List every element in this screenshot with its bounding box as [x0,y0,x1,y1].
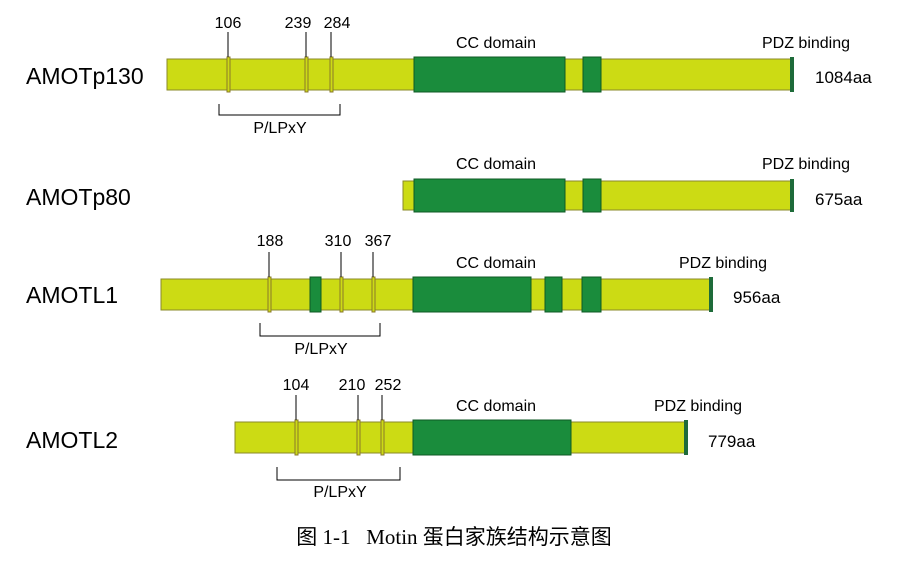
motif-site [267,276,272,313]
protein-name: AMOTp130 [26,63,144,89]
site-label: 104 [283,377,310,394]
pdz-binding-label: PDZ binding [654,398,742,415]
site-label: 106 [215,15,242,32]
protein-amotl2: AMOTL2 104 210 252 CC domain PDZ binding… [26,377,756,501]
site-label: 252 [375,377,402,394]
pdz-binding-end [790,57,794,92]
length-label: 779aa [708,432,756,451]
site-label: 284 [324,15,351,32]
length-label: 675aa [815,190,863,209]
protein-amotp130: AMOTp130 106 239 284 CC domain PDZ bindi… [26,15,872,137]
motif-site [356,419,361,456]
motif-bracket [218,104,341,116]
motif-site [380,419,385,456]
cc-domain-block [412,419,572,456]
protein-amotl1: AMOTL1 188 310 367 CC domain PDZ binding… [26,233,781,358]
motif-site [371,276,376,313]
protein-amotp80: AMOTp80 CC domain PDZ binding 675aa [26,156,863,213]
domain-block [581,276,602,313]
length-label: 956aa [733,288,781,307]
site-label: 188 [257,233,284,250]
domain-block [582,178,602,213]
motif-site [226,56,231,93]
cc-domain-label: CC domain [456,398,536,415]
motif-site [294,419,299,456]
motif-label: P/LPxY [253,120,307,137]
site-label: 310 [325,233,352,250]
pdz-binding-label: PDZ binding [762,156,850,173]
protein-name: AMOTp80 [26,184,131,210]
motif-label: P/LPxY [313,484,367,501]
figure-caption: 图 1-1 Motin 蛋白家族结构示意图 [296,525,612,549]
cc-domain-label: CC domain [456,35,536,52]
site-label: 239 [285,15,312,32]
site-label: 210 [339,377,366,394]
domain-block [309,276,322,313]
pdz-binding-end [790,179,794,212]
site-label: 367 [365,233,392,250]
protein-name: AMOTL2 [26,427,118,453]
protein-name: AMOTL1 [26,282,118,308]
cc-domain-block [412,276,532,313]
pdz-binding-end [709,277,713,312]
motif-site [329,56,334,93]
pdz-binding-end [684,420,688,455]
motif-label: P/LPxY [294,341,348,358]
pdz-binding-label: PDZ binding [762,35,850,52]
motif-site [304,56,309,93]
motif-site [339,276,344,313]
motif-bracket [276,467,401,481]
motif-bracket [259,323,381,337]
cc-domain-label: CC domain [456,255,536,272]
cc-domain-label: CC domain [456,156,536,173]
cc-domain-block [413,56,566,93]
domain-block [544,276,563,313]
cc-domain-block [413,178,566,213]
pdz-binding-label: PDZ binding [679,255,767,272]
length-label: 1084aa [815,68,872,87]
domain-block [582,56,602,93]
